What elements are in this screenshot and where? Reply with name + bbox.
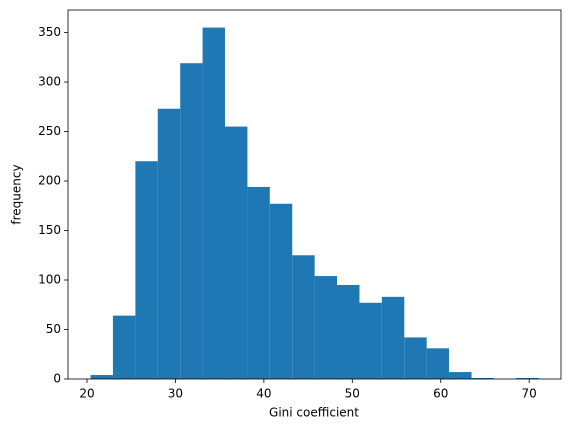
x-axis-label: Gini coefficient bbox=[269, 406, 359, 420]
bar bbox=[157, 108, 181, 380]
plot-frame bbox=[67, 9, 562, 380]
bar bbox=[112, 315, 136, 379]
bar bbox=[359, 302, 382, 379]
bar bbox=[404, 337, 427, 379]
y-tick-label: 50 bbox=[46, 322, 61, 336]
bar bbox=[269, 203, 293, 379]
x-tick-label: 70 bbox=[522, 387, 537, 401]
y-tick-label: 250 bbox=[38, 124, 61, 138]
x-tick-label: 50 bbox=[345, 387, 360, 401]
bar bbox=[202, 27, 225, 379]
bar bbox=[449, 372, 472, 379]
y-tick-label: 300 bbox=[38, 75, 61, 89]
bar bbox=[426, 348, 450, 379]
bar bbox=[180, 63, 203, 379]
x-tick-label: 40 bbox=[256, 387, 271, 401]
y-tick-label: 100 bbox=[38, 273, 61, 287]
y-tick-label: 350 bbox=[38, 25, 61, 39]
bar bbox=[337, 284, 360, 379]
bar bbox=[292, 255, 315, 379]
bar bbox=[247, 186, 270, 379]
y-tick-label: 150 bbox=[38, 223, 61, 237]
y-tick-label: 200 bbox=[38, 174, 61, 188]
bar bbox=[471, 378, 494, 379]
y-axis-label: frequency bbox=[10, 164, 24, 224]
bar bbox=[381, 296, 405, 379]
x-tick-label: 60 bbox=[433, 387, 448, 401]
bar bbox=[135, 161, 158, 379]
bar bbox=[90, 375, 113, 379]
bar bbox=[224, 126, 248, 379]
bar bbox=[516, 378, 539, 379]
y-tick-label: 0 bbox=[53, 372, 61, 386]
x-tick-label: 20 bbox=[79, 387, 94, 401]
bar bbox=[314, 276, 338, 379]
x-tick-label: 30 bbox=[168, 387, 183, 401]
